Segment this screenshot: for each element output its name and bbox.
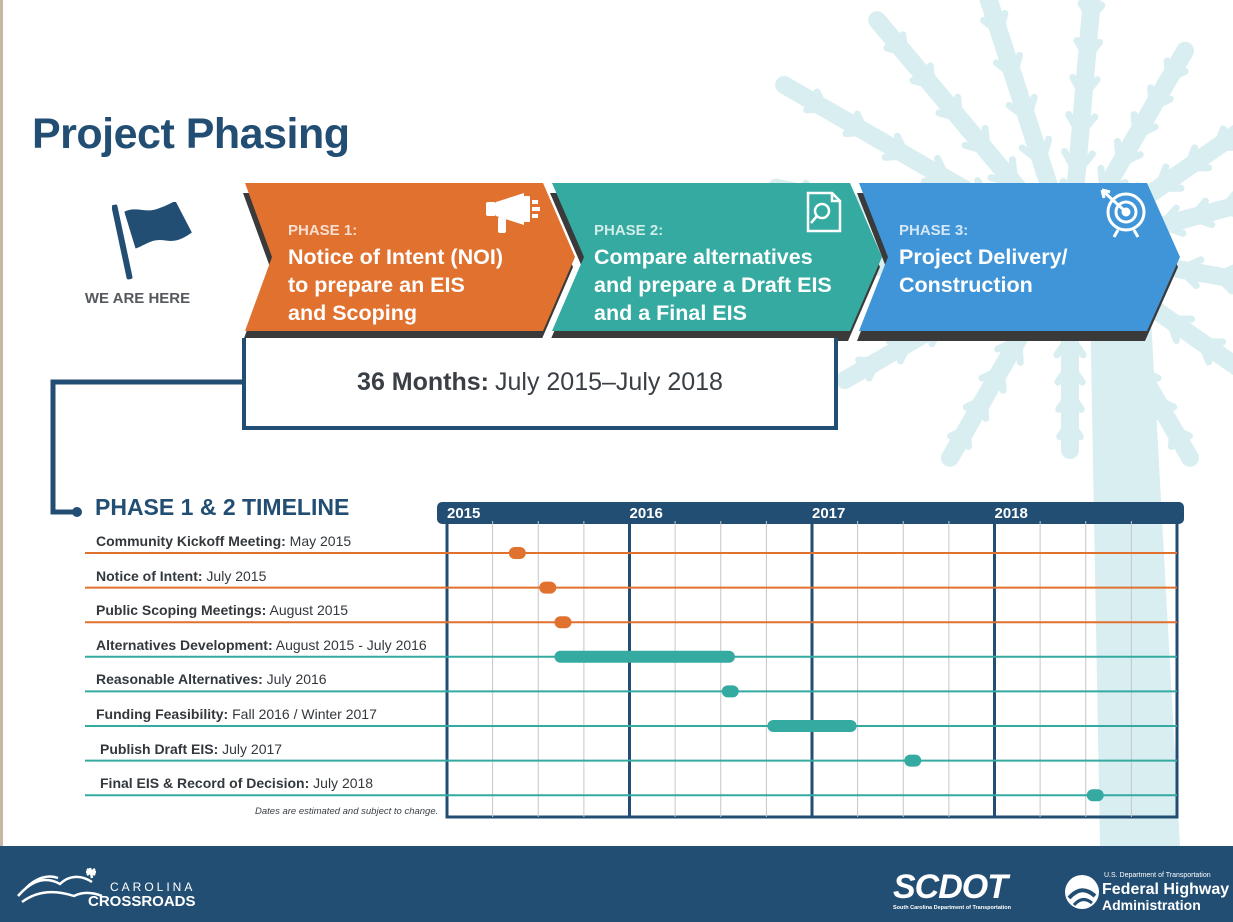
fhwa-line2: Federal Highway	[1102, 881, 1230, 898]
phase-3-text: PHASE 3: Project Delivery/ Construction	[899, 222, 1068, 299]
scdot-logo: SCDOT South Carolina Department of Trans…	[893, 870, 1011, 912]
phase-2-label: PHASE 2:	[594, 222, 664, 239]
target-icon	[1098, 188, 1148, 243]
year-label: 2015	[447, 505, 481, 522]
phase-3-label: PHASE 3:	[899, 222, 969, 239]
fhwa-shield-icon	[1064, 874, 1100, 915]
megaphone-icon	[484, 190, 542, 241]
document-search-icon	[802, 190, 846, 239]
task-name: Alternatives Development:	[96, 636, 273, 653]
phase-1-arrow	[245, 183, 575, 331]
phase-1-title: Notice of Intent (NOI) to prepare an EIS…	[288, 245, 503, 325]
page-title: Project Phasing	[32, 110, 350, 158]
task-bar	[721, 685, 739, 698]
task-bar	[904, 754, 922, 767]
fhwa-dept-text: U.S. Department of Transportation	[1104, 872, 1211, 879]
task-date: May 2015	[285, 533, 352, 549]
year-header-bar	[437, 502, 1184, 524]
disclaimer: Dates are estimated and subject to chang…	[255, 806, 439, 817]
task-name: Public Scoping Meetings:	[96, 602, 267, 619]
phase-2-title: Compare alternatives and prepare a Draft…	[594, 245, 832, 325]
phase-1-label: PHASE 1:	[288, 222, 358, 239]
task-date: July 2018	[309, 775, 374, 792]
task-name: Community Kickoff Meeting:	[96, 533, 286, 549]
phase-arrows	[243, 183, 1180, 341]
task-label: Publish Draft EIS: July 2017	[100, 741, 282, 757]
flag-icon	[111, 200, 192, 287]
task-label: Final EIS & Record of Decision: July 201…	[100, 775, 373, 791]
task-bar	[508, 547, 526, 559]
timeline-chart	[85, 502, 1184, 819]
task-label: Public Scoping Meetings: August 2015	[96, 602, 348, 618]
task-bar	[539, 581, 557, 594]
fhwa-line3: Administration	[1102, 897, 1201, 913]
footer: CAROLINA CROSSROADS SCDOT South Carolina…	[0, 846, 1233, 922]
duration-bold: 36 Months:	[357, 367, 489, 396]
task-date: August 2015	[266, 602, 349, 619]
phase-3-arrow	[859, 183, 1180, 331]
task-label: Reasonable Alternatives: July 2016	[96, 671, 327, 687]
task-name: Funding Feasibility:	[96, 706, 229, 722]
task-date: July 2017	[218, 740, 283, 757]
we-are-here-label: WE ARE HERE	[84, 290, 191, 307]
year-label: 2017	[812, 505, 846, 522]
task-bar	[554, 650, 735, 663]
task-label: Notice of Intent: July 2015	[96, 568, 266, 584]
scdot-sub: South Carolina Department of Transportat…	[893, 905, 1011, 911]
year-label: 2016	[629, 505, 663, 522]
connector-line	[50, 379, 244, 517]
task-bar	[767, 720, 857, 732]
task-date: August 2015 - July 2016	[272, 636, 427, 653]
left-edge-stripe	[0, 0, 3, 846]
task-label: Alternatives Development: August 2015 - …	[96, 637, 427, 653]
task-name: Final EIS & Record of Decision:	[100, 775, 310, 792]
task-name: Reasonable Alternatives:	[96, 671, 263, 688]
scdot-name: SCDOT	[893, 868, 1008, 906]
task-label: Community Kickoff Meeting: May 2015	[96, 533, 351, 549]
phase-2-arrow	[552, 183, 882, 331]
phase-2-text: PHASE 2: Compare alternatives and prepar…	[594, 222, 832, 327]
task-label: Funding Feasibility: Fall 2016 / Winter …	[96, 706, 377, 722]
task-date: July 2015	[202, 567, 267, 584]
task-date: July 2016	[262, 671, 327, 688]
task-bar	[1086, 789, 1104, 802]
duration-text: July 2015–July 2018	[495, 367, 723, 396]
task-bar	[554, 616, 572, 629]
carolina-crossroads-logo: CAROLINA CROSSROADS	[16, 860, 196, 915]
timeline-heading: PHASE 1 & 2 TIMELINE	[95, 494, 350, 520]
phase-1-text: PHASE 1: Notice of Intent (NOI) to prepa…	[288, 222, 503, 327]
duration-box: 36 Months: July 2015–July 2018	[242, 338, 838, 430]
task-date: Fall 2016 / Winter 2017	[228, 706, 377, 722]
carolina-text: CAROLINA	[110, 880, 196, 894]
task-name: Publish Draft EIS:	[100, 740, 219, 757]
phase-3-title: Project Delivery/ Construction	[899, 245, 1068, 297]
crossroads-text: CROSSROADS	[88, 893, 196, 910]
year-label: 2018	[994, 505, 1028, 522]
task-name: Notice of Intent:	[96, 567, 203, 584]
